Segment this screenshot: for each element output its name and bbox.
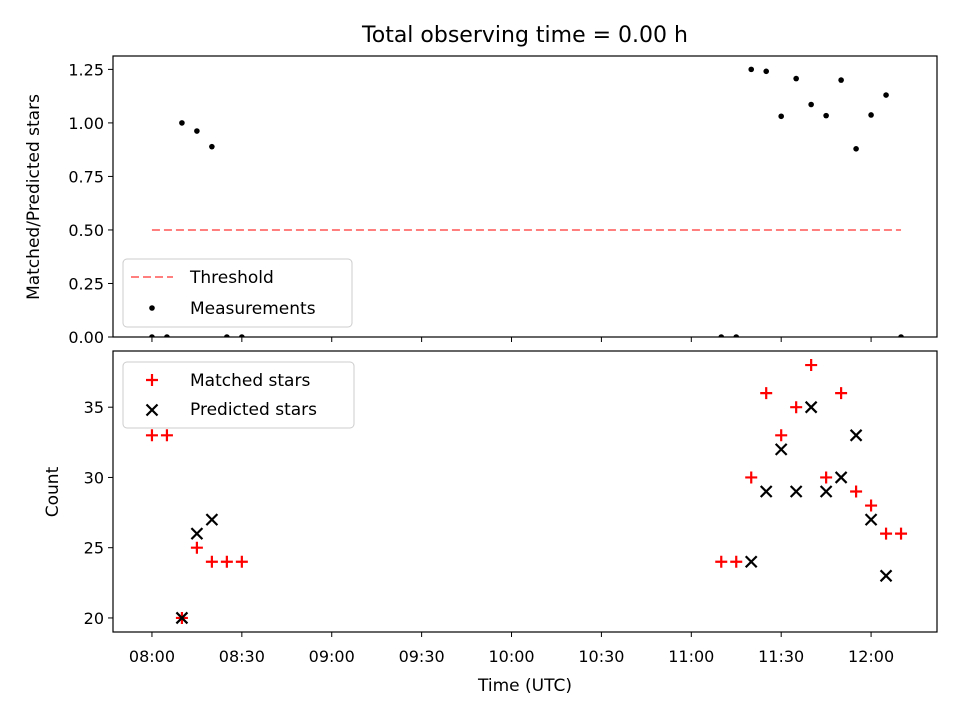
top-ytick-label: 0.25 — [68, 274, 104, 293]
matched-star-point — [190, 541, 203, 554]
matched-star-point — [835, 387, 848, 400]
legend-matched-swatch — [146, 374, 158, 386]
matched-star-point — [775, 429, 788, 442]
bottom-ytick-label: 20 — [84, 609, 104, 628]
matched-star-point — [895, 527, 908, 540]
top-ytick-label: 0.50 — [68, 221, 104, 240]
predicted-star-point — [190, 527, 204, 540]
xtick-label: 08:30 — [219, 647, 265, 666]
xtick-label: 10:30 — [578, 647, 624, 666]
top-ytick-label: 1.25 — [68, 60, 104, 79]
matched-star-point — [715, 555, 728, 568]
matched-star-point — [220, 555, 233, 568]
predicted-star-point — [175, 611, 189, 625]
matched-star-point — [805, 359, 818, 372]
matched-star-point — [820, 471, 833, 484]
xtick-label: 09:30 — [399, 647, 445, 666]
predicted-star-point — [789, 485, 803, 498]
bottom-axes-frame — [112, 350, 938, 633]
predicted-star-point — [879, 569, 893, 583]
predicted-star-point — [774, 443, 788, 456]
measurement-point — [778, 113, 784, 120]
matched-star-point — [730, 555, 743, 568]
measurement-point — [823, 112, 829, 119]
measurement-point — [239, 334, 245, 337]
top-ytick-label: 1.00 — [68, 114, 104, 133]
top-data-area — [149, 66, 904, 337]
top-legend-box — [122, 258, 353, 328]
matched-star-point — [880, 527, 893, 540]
matched-star-point — [205, 555, 218, 568]
matched-star-point — [865, 499, 878, 512]
measurement-point — [763, 68, 770, 75]
legend-measurements-swatch — [149, 305, 155, 311]
top-ytick-label: 0.00 — [68, 328, 104, 347]
matched-star-point — [235, 555, 248, 568]
measurement-point — [179, 120, 185, 126]
measurement-point — [868, 112, 874, 118]
top-legend: Threshold Measurements — [122, 258, 353, 328]
legend-measurements-label: Measurements — [190, 299, 316, 319]
predicted-star-point — [864, 513, 878, 526]
bottom-legend: Matched stars Predicted stars — [122, 361, 355, 429]
bottom-ytick-label: 25 — [84, 539, 104, 558]
measurement-point — [209, 143, 215, 150]
xtick-label: 10:00 — [488, 647, 534, 666]
measurement-point — [898, 334, 904, 337]
legend-matched-label: Matched stars — [190, 371, 310, 391]
x-axis-label: Time (UTC) — [477, 676, 572, 696]
measurement-point — [883, 92, 889, 98]
predicted-star-point — [759, 485, 773, 498]
legend-predicted-swatch — [145, 403, 159, 417]
predicted-star-point — [819, 485, 833, 498]
matched-star-point — [745, 471, 758, 484]
bottom-ytick-label: 35 — [84, 398, 104, 417]
measurement-point — [733, 334, 740, 337]
top-axes-frame — [112, 55, 938, 338]
matched-star-point — [760, 387, 773, 400]
measurement-point — [793, 75, 799, 82]
top-ytick-label: 0.75 — [68, 167, 104, 186]
bottom-panel: 20 25 30 35 08:00 08:30 09:00 09:30 10:00 10:30 11… — [84, 350, 938, 666]
legend-predicted-label: Predicted stars — [190, 400, 317, 420]
predicted-star-point — [744, 555, 758, 569]
measurement-point — [718, 334, 725, 337]
predicted-star-point — [834, 471, 848, 484]
xtick-label: 11:00 — [668, 647, 714, 666]
measurement-point — [164, 334, 170, 337]
xtick-label: 12:00 — [848, 647, 894, 666]
xtick-label: 08:00 — [129, 647, 175, 666]
bottom-legend-box — [122, 361, 355, 429]
legend-threshold-label: Threshold — [189, 268, 274, 288]
top-panel: 0.00 0.25 0.50 0.75 1.00 1.25 Threshold Measure… — [68, 55, 938, 347]
predicted-star-point — [205, 513, 219, 526]
matched-star-point — [160, 429, 173, 442]
chart-title: Total observing time = 0.00 h — [361, 23, 688, 48]
bottom-data-area — [145, 359, 908, 625]
measurement-point — [194, 128, 200, 134]
matched-star-point — [145, 429, 158, 442]
predicted-star-point — [849, 429, 863, 442]
xtick-label: 11:30 — [758, 647, 804, 666]
measurement-point — [808, 101, 814, 108]
top-ylabel: Matched/Predicted stars — [24, 94, 44, 300]
xtick-label: 09:00 — [309, 647, 355, 666]
measurement-point — [838, 77, 844, 83]
measurement-point — [224, 334, 230, 337]
measurement-point — [748, 66, 755, 73]
bottom-ytick-label: 30 — [84, 468, 104, 487]
measurement-point — [149, 334, 155, 337]
measurement-point — [853, 146, 859, 152]
matched-star-point — [850, 485, 863, 498]
predicted-star-point — [804, 400, 818, 414]
bottom-ylabel: Count — [43, 466, 63, 517]
matched-star-point — [790, 401, 803, 414]
